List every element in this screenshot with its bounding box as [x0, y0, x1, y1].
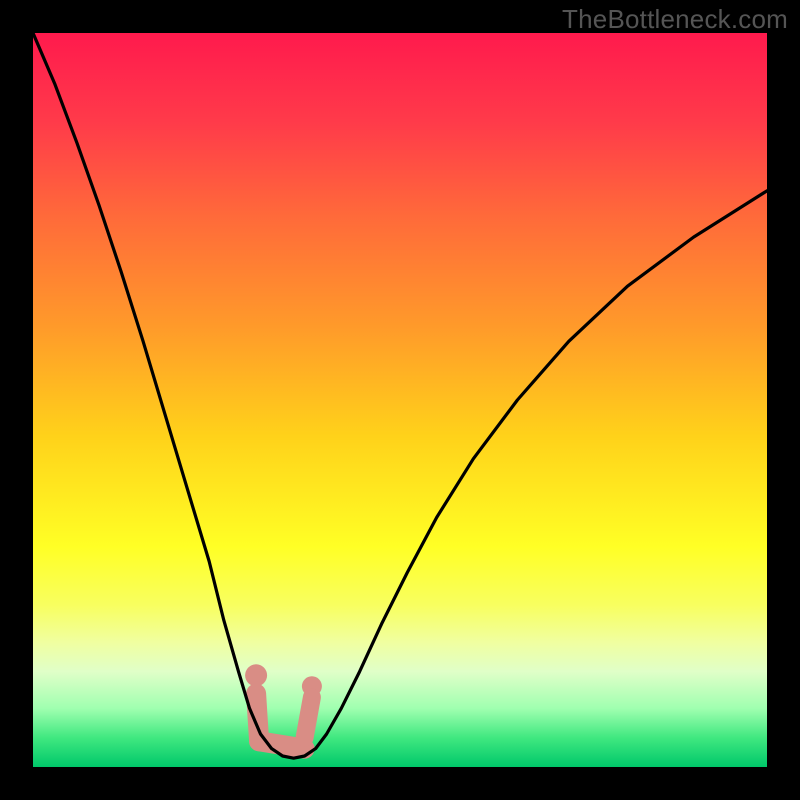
accent-marker	[245, 664, 322, 748]
plot-area	[33, 33, 767, 767]
chart-container: TheBottleneck.com	[0, 0, 800, 800]
watermark-text: TheBottleneck.com	[562, 4, 788, 35]
curve-layer	[33, 33, 767, 767]
bottleneck-curve	[33, 33, 767, 758]
